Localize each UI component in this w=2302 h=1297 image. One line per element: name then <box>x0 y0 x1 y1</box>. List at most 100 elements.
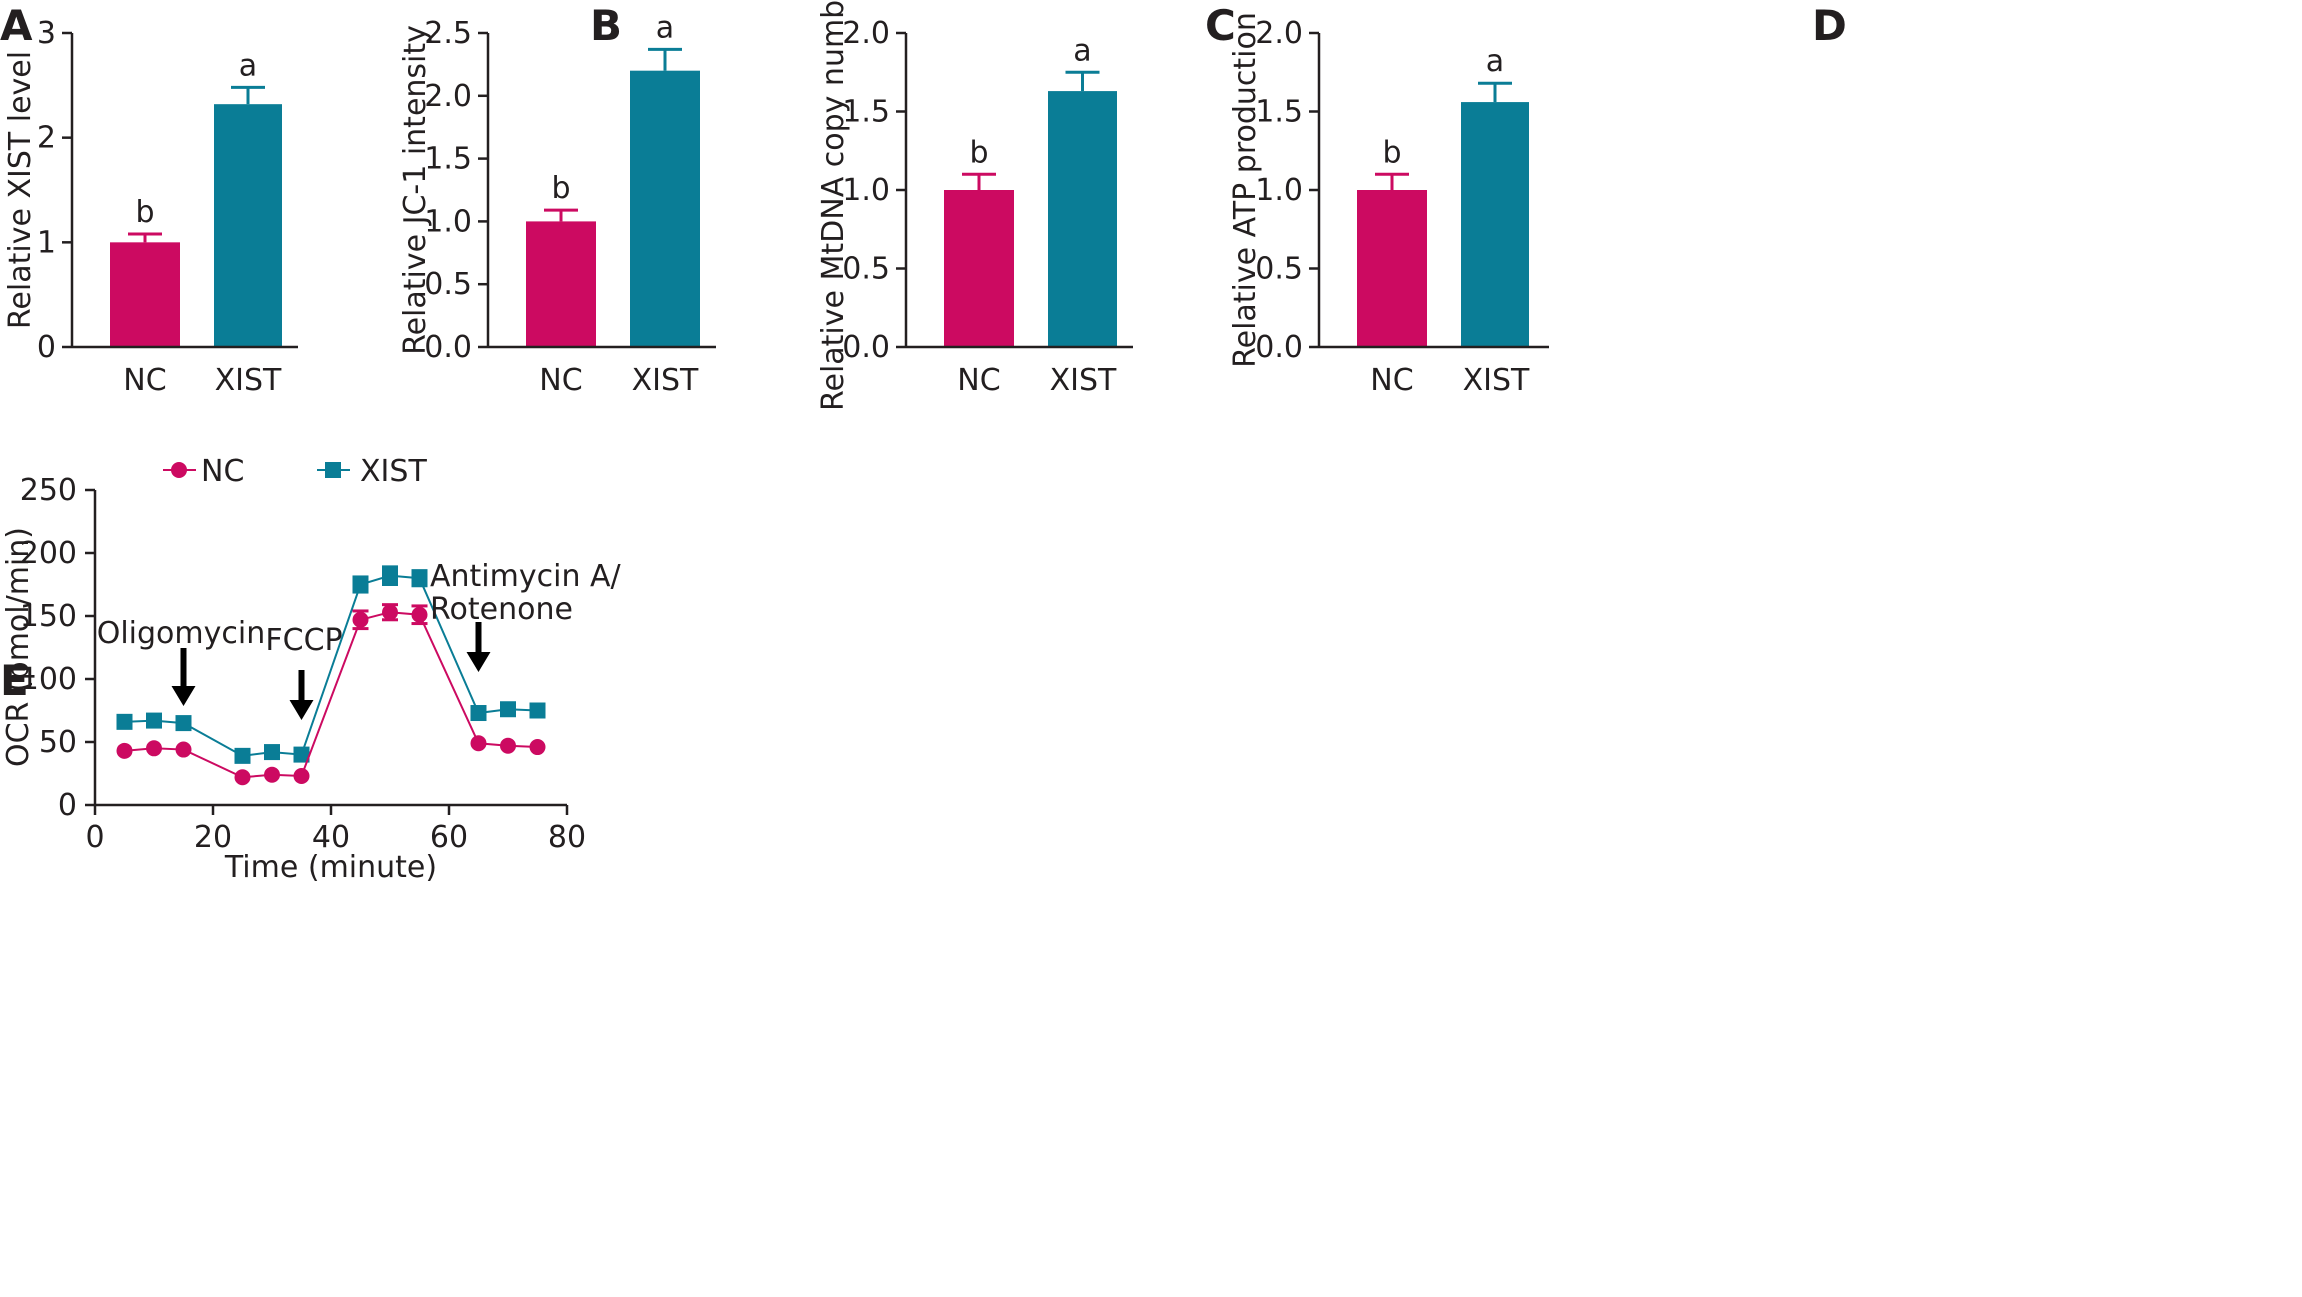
data-point-nc <box>382 604 398 621</box>
x-category-label: XIST <box>1463 363 1530 398</box>
bar-xist <box>1048 91 1117 347</box>
y-axis-title: Relative ATP production <box>1228 12 1263 368</box>
data-point-xist <box>352 576 369 593</box>
panel-label-d: D <box>1812 1 1847 50</box>
panel-d-bar-chart: b a 0.0 0.5 1.0 1.5 2.0 NC XIST Relative ATP prod… <box>1228 12 1549 398</box>
panel-b-bar-chart: b a 0.0 0.5 1.0 1.5 2.0 2.5 NC XIST Relative JC-1 … <box>398 10 716 398</box>
bar-xist <box>1461 102 1529 347</box>
y-tick-label: 2.0 <box>1255 16 1303 51</box>
x-category-label: XIST <box>1050 363 1117 398</box>
bar-xist <box>630 70 700 348</box>
data-point-nc <box>529 739 546 756</box>
y-tick-label: 1.0 <box>1255 173 1303 208</box>
data-point-nc <box>116 742 133 759</box>
y-tick-label: 50 <box>39 725 77 760</box>
panel-label-a: A <box>0 1 33 50</box>
data-point-nc <box>146 740 162 757</box>
y-tick-label: 0 <box>37 330 56 365</box>
data-point-xist <box>411 570 428 587</box>
y-axis-title: Relative MtDNA copy number <box>816 0 851 411</box>
y-tick-label: 0 <box>58 788 77 823</box>
x-tick-label: 40 <box>312 820 350 855</box>
x-category-label: NC <box>957 363 1000 398</box>
legend-label-xist: XIST <box>360 454 427 489</box>
y-tick-label: 150 <box>20 599 77 634</box>
y-axis-title: Relative JC-1 intensity <box>398 25 433 355</box>
x-tick-label: 60 <box>430 820 468 855</box>
y-tick-label: 0.5 <box>424 267 472 302</box>
y-tick-label: 0.5 <box>842 252 890 287</box>
data-point-xist <box>175 715 192 732</box>
bar-nc <box>1357 190 1427 347</box>
y-tick-label: 0.0 <box>424 330 472 365</box>
panel-a-bar-chart: b a 0 1 2 3 NC XIST Relative XIST level <box>3 16 298 398</box>
panel-label-e: E <box>0 656 29 705</box>
data-point-xist <box>470 705 487 722</box>
data-point-xist <box>234 747 251 764</box>
legend-label-nc: NC <box>201 454 244 489</box>
data-point-xist <box>293 746 310 763</box>
x-category-label: XIST <box>215 363 282 398</box>
legend-marker-xist <box>325 462 341 478</box>
annotation-label: FCCP <box>265 623 342 658</box>
y-axis-title: Relative XIST level <box>3 51 38 329</box>
data-point-xist <box>382 567 398 584</box>
x-tick-label: 20 <box>194 820 232 855</box>
arrow-head <box>289 700 314 720</box>
y-tick-label: 0.0 <box>1255 330 1303 365</box>
panel-label-b: B <box>590 1 622 50</box>
y-tick-label: 0.0 <box>842 330 890 365</box>
y-tick-label: 3 <box>37 16 56 51</box>
y-tick-label: 1 <box>37 225 56 260</box>
data-point-xist <box>264 744 280 761</box>
y-tick-label: 200 <box>20 536 77 571</box>
x-axis-title: Time (minute) <box>224 850 437 885</box>
significance-label: b <box>969 135 988 170</box>
significance-label: a <box>1486 44 1504 79</box>
arrow-head <box>466 652 491 672</box>
y-tick-label: 100 <box>20 662 77 697</box>
annotation-label: Rotenone <box>430 592 573 627</box>
bar-nc <box>110 242 180 347</box>
y-tick-label: 1.5 <box>1255 95 1303 130</box>
y-axis-title: OCR (pmol/min) <box>1 527 36 767</box>
y-tick-label: 2.0 <box>842 16 890 51</box>
significance-label: a <box>656 10 674 45</box>
y-tick-label: 2.0 <box>424 79 472 114</box>
y-tick-label: 1.0 <box>424 204 472 239</box>
y-tick-label: 1.5 <box>842 95 890 130</box>
data-point-nc <box>470 735 487 752</box>
data-point-nc <box>500 737 516 754</box>
data-point-xist <box>529 702 546 719</box>
data-point-nc <box>264 766 280 783</box>
data-point-xist <box>116 713 133 730</box>
legend: NC XIST <box>163 454 427 489</box>
bar-xist <box>214 104 282 347</box>
significance-label: b <box>551 171 570 206</box>
y-tick-label: 2.5 <box>424 16 472 51</box>
y-tick-label: 1.5 <box>424 142 472 177</box>
significance-label: a <box>239 48 257 83</box>
x-category-label: XIST <box>632 363 699 398</box>
significance-label: b <box>1382 135 1401 170</box>
arrow-head <box>171 686 196 706</box>
y-tick-label: 2 <box>37 121 56 156</box>
data-point-nc <box>234 769 251 786</box>
y-tick-label: 0.5 <box>1255 252 1303 287</box>
data-point-xist <box>500 701 516 718</box>
data-point-nc <box>352 611 369 628</box>
data-point-xist <box>146 712 162 729</box>
data-point-nc <box>293 768 310 785</box>
significance-label: a <box>1073 33 1091 68</box>
y-tick-label: 250 <box>20 473 77 508</box>
x-category-label: NC <box>123 363 166 398</box>
panel-c-bar-chart: b a 0.0 0.5 1.0 1.5 2.0 NC XIST Relative MtDNA co… <box>816 0 1133 411</box>
data-point-nc <box>411 606 428 623</box>
bar-nc <box>526 221 596 347</box>
y-tick-label: 1.0 <box>842 173 890 208</box>
bar-nc <box>944 190 1014 347</box>
legend-marker-nc <box>171 462 187 478</box>
significance-label: b <box>135 195 154 230</box>
annotation-label: Oligomycin <box>97 616 266 651</box>
